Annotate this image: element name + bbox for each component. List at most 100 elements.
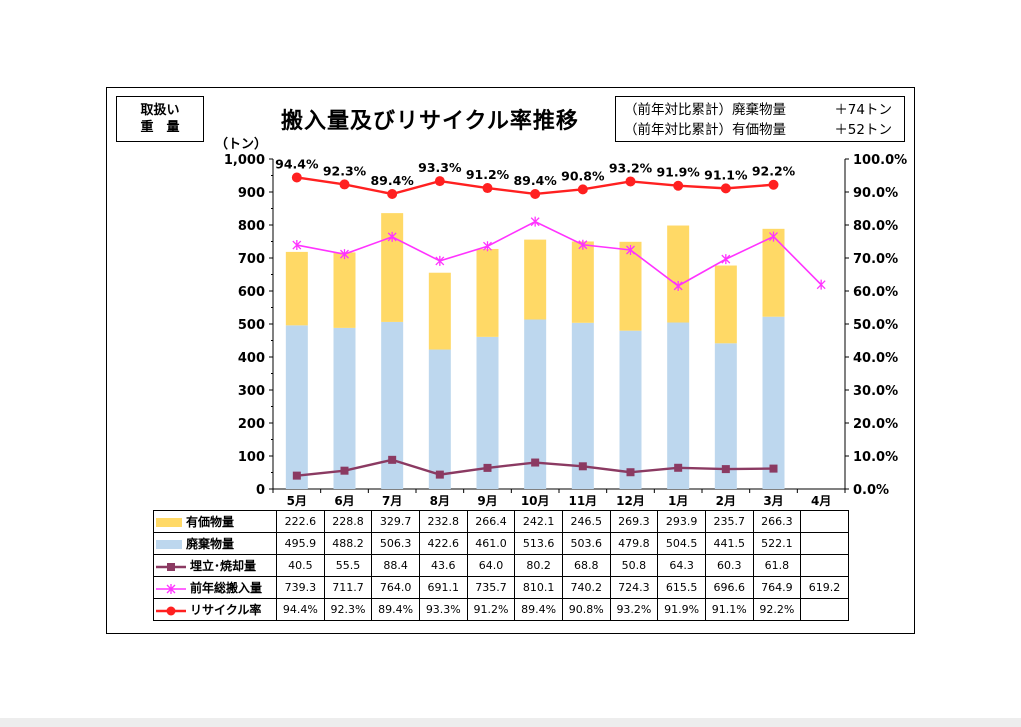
x-tick-label: 9月 [477,494,497,508]
point-recycle-rate [434,176,445,187]
table-row: 廃棄物量 495.9 488.2 506.3 422.6 461.0 513.6 503.6 4… [153,532,849,555]
x-tick-label: 5月 [287,494,307,508]
y-tick-label-right: 40.0% [853,351,898,366]
table-cell: 246.5 [561,510,611,533]
table-row: 埋立･焼却量 40.5 55.5 88.4 43.6 64.0 80.2 68.8 50.8 64… [153,554,849,577]
table-cell [800,532,849,555]
point-landfill [626,468,635,477]
recycle-rate-label: 93.2% [609,160,653,175]
table-row-label: 埋立･焼却量 [153,554,277,577]
table-cell: 739.3 [276,576,325,599]
table-row: リサイクル率 94.4% 92.3% 89.4% 93.3% 91.2% 89.4% 90.8… [153,598,849,621]
table-cell: 222.6 [276,510,325,533]
x-tick-label: 10月 [521,494,550,508]
point-landfill [388,455,397,464]
summary-label: （前年対比累計）廃棄物量 [624,102,786,118]
table-cell: 61.8 [752,554,802,577]
table-cell: 80.2 [514,554,563,577]
point-recycle-rate [768,179,779,190]
x-tick-label: 4月 [811,494,831,508]
table-cell: 91.2% [466,598,516,621]
point-recycle-rate [482,183,493,194]
y-tick-label-left: 300 [238,384,265,399]
series-name: 前年総搬入量 [190,581,263,595]
table-cell: 764.9 [752,576,802,599]
y-tick-label-left: 400 [238,351,265,366]
recycle-rate-label: 93.3% [418,160,462,175]
bottom-strip [0,718,1021,727]
point-landfill [674,463,683,472]
recycle-rate-label: 92.3% [323,163,367,178]
bar-valuable [714,265,737,344]
y-tick-label-right: 50.0% [853,318,898,333]
table-cell: 329.7 [371,510,420,533]
chart-svg: 0 100 200 300 400 500 600 700 800 900 1,000 0.0% 10.… [215,136,907,508]
table-row-label: 廃棄物量 [153,532,277,555]
point-recycle-rate [291,172,302,183]
summary-box: （前年対比累計）廃棄物量 ＋74トン （前年対比累計）有価物量 ＋52トン [615,96,905,142]
summary-row-valuable: （前年対比累計）有価物量 ＋52トン [624,120,904,140]
table-cell: 293.9 [657,510,706,533]
legend-swatch-prev-total [156,583,186,594]
handling-line-2: 重 量 [140,120,180,135]
x-tick-label: 6月 [334,494,354,508]
table-row-label: リサイクル率 [153,598,277,621]
table-cell: 503.6 [561,532,611,555]
point-prev-total [292,240,302,251]
recycle-rate-label: 91.1% [704,167,748,182]
x-tick-label: 7月 [382,494,402,508]
table-cell: 55.5 [323,554,373,577]
bar-waste [428,349,451,489]
table-cell: 64.0 [466,554,516,577]
y-tick-label-left: 500 [238,318,265,333]
table-cell: 522.1 [752,532,802,555]
point-prev-total [816,279,826,290]
point-landfill [435,470,444,479]
table-cell: 764.0 [371,576,420,599]
table-row-label: 前年総搬入量 [153,576,277,599]
table-cell: 232.8 [418,510,468,533]
table-cell: 40.5 [276,554,325,577]
table-cell: 91.1% [704,598,754,621]
recycle-rate-label: 91.9% [656,165,700,180]
point-recycle-rate [720,183,731,194]
recycle-rate-label: 92.2% [752,164,796,179]
table-cell: 506.3 [371,532,420,555]
bar-waste [714,343,737,489]
table-cell: 94.4% [276,598,325,621]
table-cell: 43.6 [418,554,468,577]
point-landfill [340,466,349,475]
table-cell: 619.2 [800,576,849,599]
y-axis-unit: （トン） [215,136,267,152]
point-prev-total [578,239,588,250]
y-tick-label-left: 100 [238,450,265,465]
y-tick-label-right: 80.0% [853,219,898,234]
bar-waste [762,316,785,489]
chart-title: 搬入量及びリサイクル率推移 [281,109,579,134]
bar-valuable [285,251,308,326]
table-cell: 269.3 [609,510,659,533]
y-tick-label-left: 700 [238,252,265,267]
bar-waste [381,321,404,489]
legend-swatch-waste [156,540,182,549]
y-tick-label-left: 200 [238,417,265,432]
table-row: 有価物量 222.6 228.8 329.7 232.8 266.4 242.1 246.5 2… [153,510,849,533]
table-cell: 479.8 [609,532,659,555]
y-tick-label-left: 600 [238,285,265,300]
table-cell: 228.8 [323,510,373,533]
table-cell: 60.3 [704,554,754,577]
y-tick-label-right: 10.0% [853,450,898,465]
summary-value: ＋52トン [834,122,892,138]
legend-swatch-recycle-rate [156,606,186,615]
series-name: リサイクル率 [190,603,262,617]
point-prev-total [626,244,635,255]
table-cell: 92.3% [323,598,373,621]
point-prev-total [769,231,778,242]
bar-valuable [428,272,451,350]
handling-line-1: 取扱い [140,103,180,118]
point-landfill [769,464,778,473]
table-row: 前年総搬入量 739.3 711.7 764.0 691.1 735.7 810.1 740.… [153,576,849,599]
table-cell: 89.4% [514,598,563,621]
table-cell: 92.2% [752,598,802,621]
point-landfill [721,465,730,474]
